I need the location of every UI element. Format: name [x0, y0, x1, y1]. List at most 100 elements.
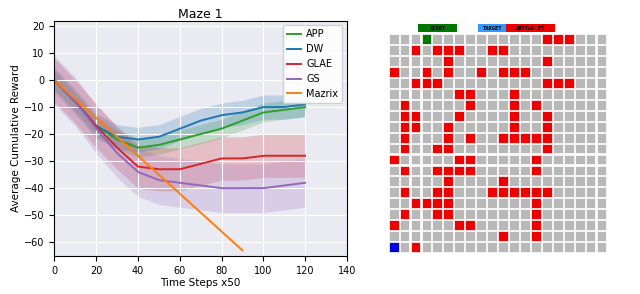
Bar [465, 166, 475, 176]
Bar [388, 144, 399, 153]
Bar [478, 24, 506, 32]
Bar [586, 34, 595, 44]
Bar [531, 78, 541, 88]
Bar [586, 78, 595, 88]
Bar [399, 187, 410, 197]
Bar [564, 242, 573, 252]
Bar [498, 155, 508, 164]
Bar [520, 67, 530, 77]
Bar [388, 155, 399, 164]
Bar [454, 100, 464, 110]
Bar [564, 166, 573, 176]
Bar [498, 166, 508, 176]
Bar [498, 198, 508, 208]
Bar [575, 67, 584, 77]
Bar [509, 144, 519, 153]
Bar [411, 56, 420, 66]
Bar [422, 166, 431, 176]
Bar [444, 56, 453, 66]
Bar [422, 34, 431, 44]
Bar [444, 111, 453, 121]
GLAE [200, 161, 208, 165]
Bar [399, 34, 410, 44]
Bar [454, 220, 464, 230]
Bar [411, 89, 420, 99]
Bar [487, 89, 497, 99]
Bar [498, 122, 508, 132]
GS [200, 184, 207, 188]
Bar [388, 89, 399, 99]
Bar [444, 242, 453, 252]
Bar [531, 67, 541, 77]
Bar [487, 67, 497, 77]
Bar [444, 209, 453, 219]
Bar [498, 133, 508, 143]
Bar [553, 34, 563, 44]
Bar [542, 220, 552, 230]
Bar [454, 89, 464, 99]
Bar [531, 166, 541, 176]
Bar [553, 209, 563, 219]
Bar [596, 133, 606, 143]
Bar [596, 100, 606, 110]
Bar [399, 220, 410, 230]
Bar [509, 187, 519, 197]
Bar [388, 111, 399, 121]
GLAE [205, 160, 212, 163]
Bar [586, 56, 595, 66]
Bar [520, 133, 530, 143]
Bar [542, 231, 552, 241]
Bar [520, 78, 530, 88]
Bar [454, 133, 464, 143]
Bar [531, 144, 541, 153]
GLAE [156, 168, 163, 171]
Bar [520, 100, 530, 110]
Bar [586, 144, 595, 153]
Mazrix [166, 183, 173, 186]
Bar [422, 242, 431, 252]
Bar [433, 45, 442, 55]
Bar [586, 231, 595, 241]
Bar [498, 144, 508, 153]
Bar [411, 220, 420, 230]
Bar [509, 133, 519, 143]
Bar [465, 198, 475, 208]
Bar [465, 176, 475, 186]
Bar [531, 89, 541, 99]
Bar [498, 220, 508, 230]
Bar [399, 198, 410, 208]
Bar [531, 242, 541, 252]
Bar [411, 198, 420, 208]
Bar [487, 231, 497, 241]
Bar [487, 187, 497, 197]
Bar [542, 100, 552, 110]
Bar [444, 176, 453, 186]
Bar [388, 45, 399, 55]
Bar [444, 89, 453, 99]
Bar [520, 242, 530, 252]
Bar [465, 78, 475, 88]
Bar [509, 45, 519, 55]
Bar [399, 144, 410, 153]
Bar [498, 231, 508, 241]
Bar [509, 34, 519, 44]
Bar [542, 56, 552, 66]
Bar [433, 144, 442, 153]
Bar [564, 155, 573, 164]
Bar [575, 144, 584, 153]
Bar [476, 56, 486, 66]
Bar [553, 176, 563, 186]
Y-axis label: Average Cumulative Reward: Average Cumulative Reward [12, 64, 21, 212]
Bar [542, 34, 552, 44]
Bar [444, 67, 453, 77]
Bar [388, 56, 399, 66]
Bar [531, 209, 541, 219]
GS [218, 186, 226, 190]
Bar [433, 242, 442, 252]
Bar [564, 198, 573, 208]
Bar [454, 144, 464, 153]
Bar [444, 198, 453, 208]
Bar [553, 220, 563, 230]
Bar [433, 155, 442, 164]
Bar [542, 187, 552, 197]
